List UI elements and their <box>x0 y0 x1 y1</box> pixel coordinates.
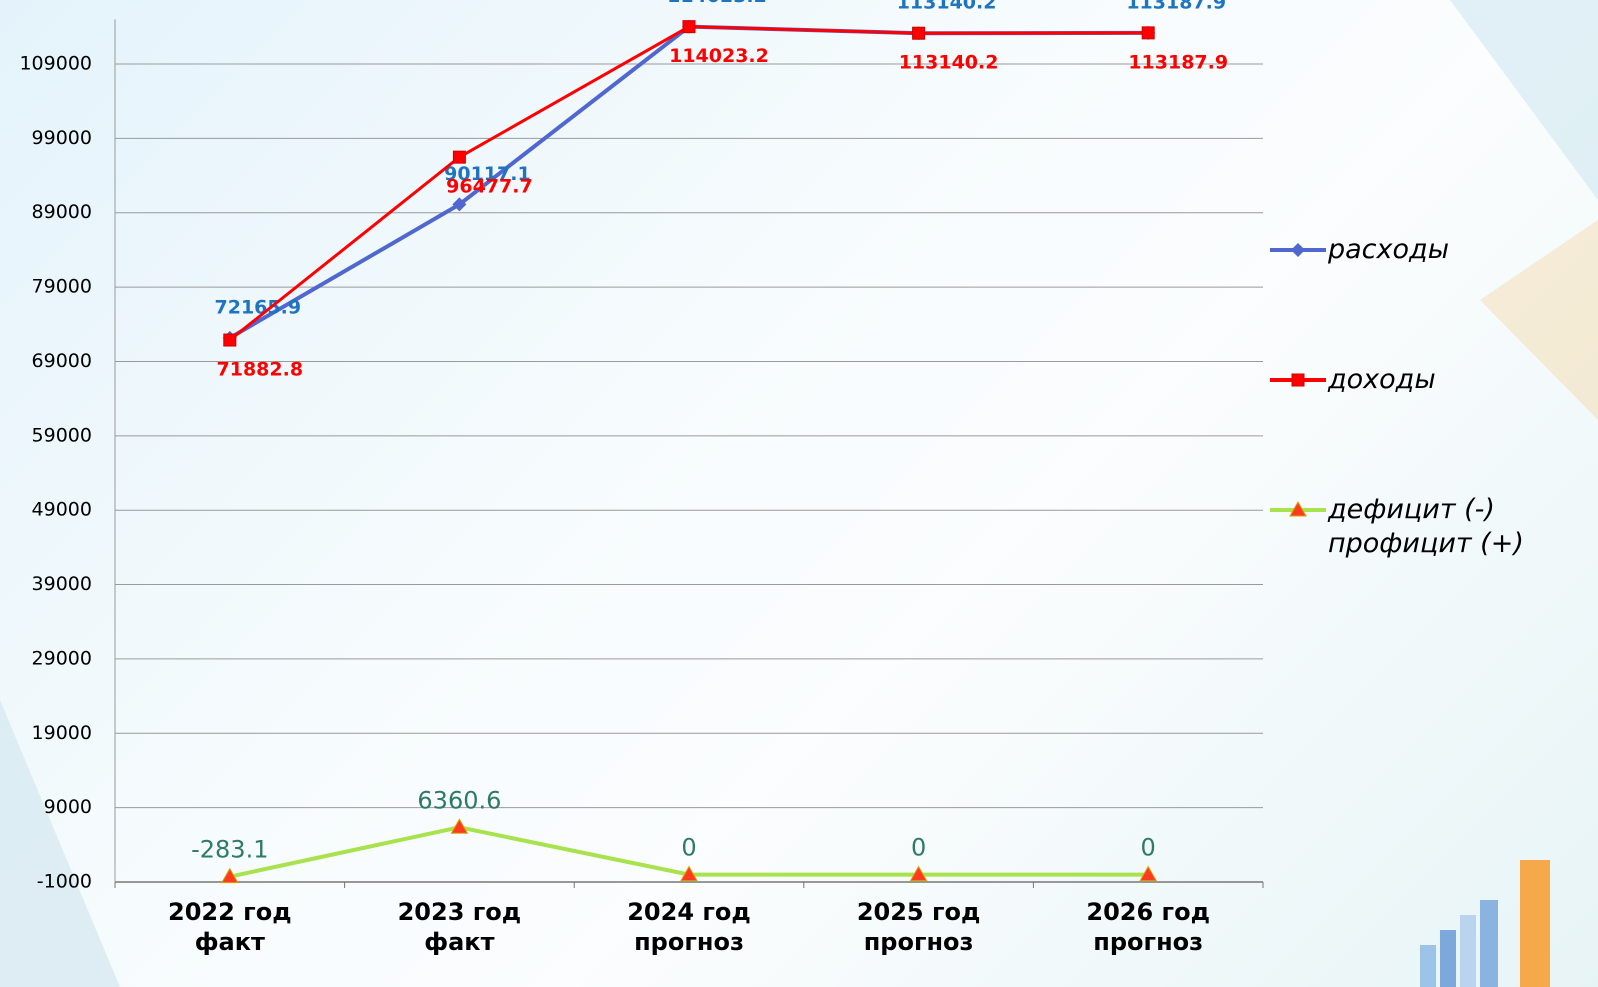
marker <box>1292 374 1304 386</box>
y-tick-label: 9000 <box>44 796 92 818</box>
y-tick-label: 109000 <box>19 53 92 75</box>
marker <box>1142 27 1154 39</box>
y-tick-label: 89000 <box>32 201 92 223</box>
data-label: 96477.7 <box>446 176 533 198</box>
slide: -1000 9000 19000 29000 39000 49000 59000 69000 7… <box>0 0 1598 987</box>
marker <box>224 334 236 346</box>
x-tick-label: 2026 год прогноз <box>1068 897 1228 957</box>
x-tick-label: 2025 год прогноз <box>839 897 999 957</box>
data-label: 113187.9 <box>1128 51 1228 73</box>
y-tick-label: 99000 <box>32 127 92 149</box>
y-tick-label: 49000 <box>32 499 92 521</box>
y-tick-label: -1000 <box>37 871 92 893</box>
series-line <box>230 27 1148 338</box>
data-label: 6360.6 <box>417 786 501 814</box>
decor <box>1450 0 1598 200</box>
legend-label: доходы <box>1328 363 1568 397</box>
y-tick-label: 79000 <box>32 276 92 298</box>
x-tick-label: 2024 год прогноз <box>609 897 769 957</box>
series-line <box>230 27 1148 340</box>
marker <box>1291 243 1305 257</box>
data-label: 114023.2 <box>669 45 769 67</box>
x-tick-label: 2022 год факт <box>150 897 310 957</box>
legend-label: расходы <box>1328 233 1568 267</box>
y-tick-label: 39000 <box>32 573 92 595</box>
data-label: -283.1 <box>191 836 268 864</box>
data-label: 113140.2 <box>899 52 999 74</box>
data-label: 0 <box>1141 834 1156 862</box>
y-tick-label: 69000 <box>32 350 92 372</box>
y-tick-label: 29000 <box>32 647 92 669</box>
data-label: 71882.8 <box>217 359 304 381</box>
legend-label: дефицит (-) профицит (+) <box>1328 493 1568 561</box>
data-label: 0 <box>911 834 926 862</box>
y-tick-label: 19000 <box>32 722 92 744</box>
data-label: 113140.2 <box>897 0 997 14</box>
marker <box>913 27 925 39</box>
chart-icon <box>1420 860 1550 987</box>
data-label: 72165.9 <box>215 296 302 318</box>
data-label: 114023.2 <box>667 0 767 7</box>
x-tick-label: 2023 год факт <box>379 897 539 957</box>
data-label: 0 <box>681 834 696 862</box>
marker <box>683 21 695 33</box>
marker <box>453 151 465 163</box>
marker <box>451 819 467 833</box>
y-tick-label: 59000 <box>32 424 92 446</box>
data-label: 113187.9 <box>1126 0 1226 13</box>
